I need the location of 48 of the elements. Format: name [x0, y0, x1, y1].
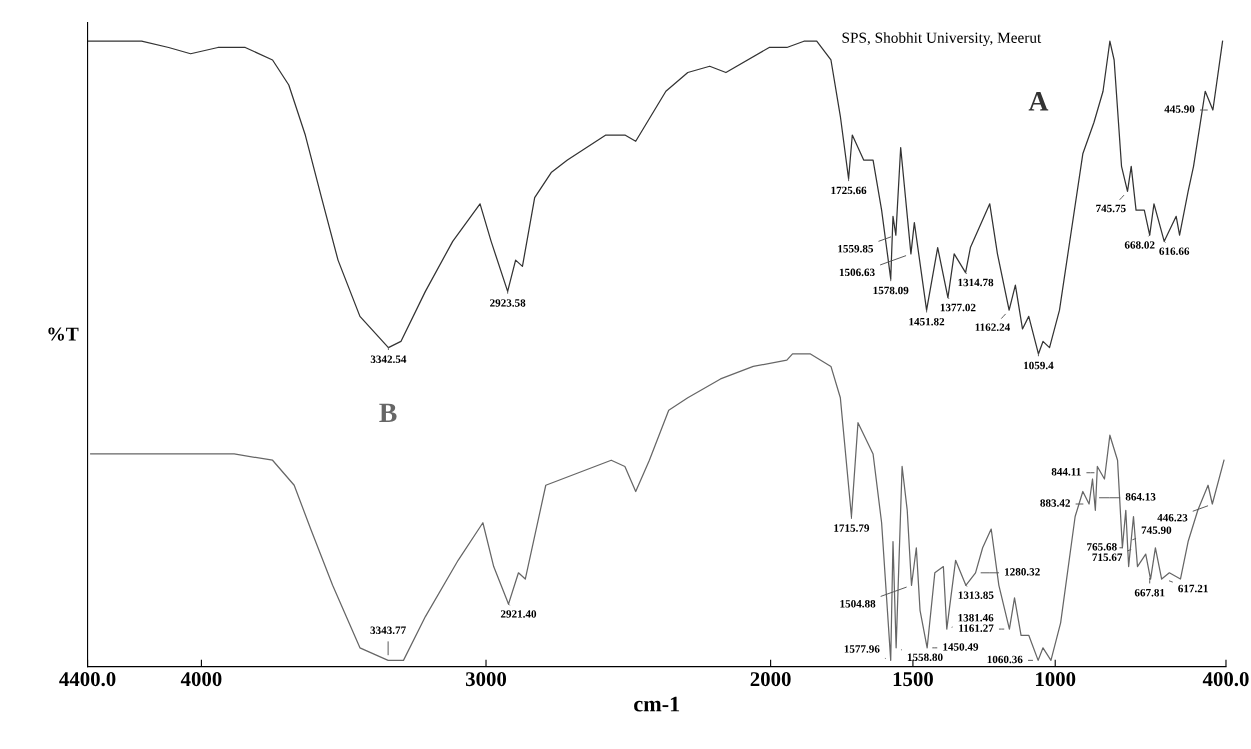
x-tick-label: 3000 — [465, 672, 507, 687]
annotation: 1504.88 — [840, 600, 876, 608]
annotation: 2923.58 — [490, 299, 526, 307]
y-axis-title: %T — [48, 327, 79, 341]
annotation: 1577.96 — [844, 645, 880, 653]
annotation: 667.81 — [1134, 588, 1165, 597]
annotation: 844.11 — [1051, 468, 1081, 476]
x-axis-title: cm-1 — [634, 696, 680, 712]
annotation: 715.67 — [1092, 553, 1123, 562]
x-tick-label: 1500 — [893, 672, 933, 687]
annotation: 1558.80 — [907, 653, 943, 662]
x-tick-label: 2000 — [750, 672, 791, 687]
annotation: 1059.4 — [1024, 361, 1054, 370]
annotation: 765.68 — [1087, 543, 1117, 551]
annotation: 1578.09 — [873, 286, 909, 295]
annotation: 1451.82 — [909, 317, 945, 326]
annotation: 1162.24 — [975, 323, 1010, 332]
annotation: 745.75 — [1096, 204, 1126, 213]
annotation: 1559.85 — [838, 244, 874, 253]
annotation: 1715.79 — [834, 524, 870, 532]
annotation: 1314.78 — [958, 278, 994, 287]
annotation: 745.90 — [1141, 526, 1172, 534]
annotation: 3342.54 — [370, 355, 407, 363]
annotation: SPS, Shobhit University, Meerut — [842, 32, 1042, 47]
annotation: 1450.49 — [943, 643, 979, 651]
annotation: 617.21 — [1178, 584, 1208, 593]
annotation: 1377.02 — [940, 303, 976, 312]
x-tick-label: 400.0 — [1202, 672, 1249, 687]
x-tick-label: 4000 — [180, 672, 222, 687]
annotation: 445.90 — [1164, 105, 1195, 113]
annotation: 616.66 — [1159, 247, 1190, 256]
annotation: 1725.66 — [831, 186, 867, 195]
annotation: 1506.63 — [839, 268, 875, 277]
x-tick-label: 1000 — [1036, 672, 1076, 687]
text: B — [379, 403, 397, 422]
x-tick-label: 4400.0 — [59, 672, 116, 687]
annotation: 864.13 — [1125, 493, 1156, 501]
series-label: A — [1028, 92, 1049, 111]
annotation: 1280.32 — [1005, 568, 1040, 576]
annotation: 2921.40 — [500, 610, 537, 618]
annotation: 1060.36 — [987, 655, 1023, 664]
annotation: 1313.85 — [958, 591, 994, 599]
annotation: 446.23 — [1157, 513, 1188, 522]
annotation: 1161.27 — [959, 624, 994, 632]
annotation: 3343.77 — [370, 626, 406, 635]
annotation: 1381.46 — [958, 613, 994, 622]
annotation: 668.02 — [1124, 241, 1155, 249]
annotation: 883.42 — [1040, 499, 1070, 507]
